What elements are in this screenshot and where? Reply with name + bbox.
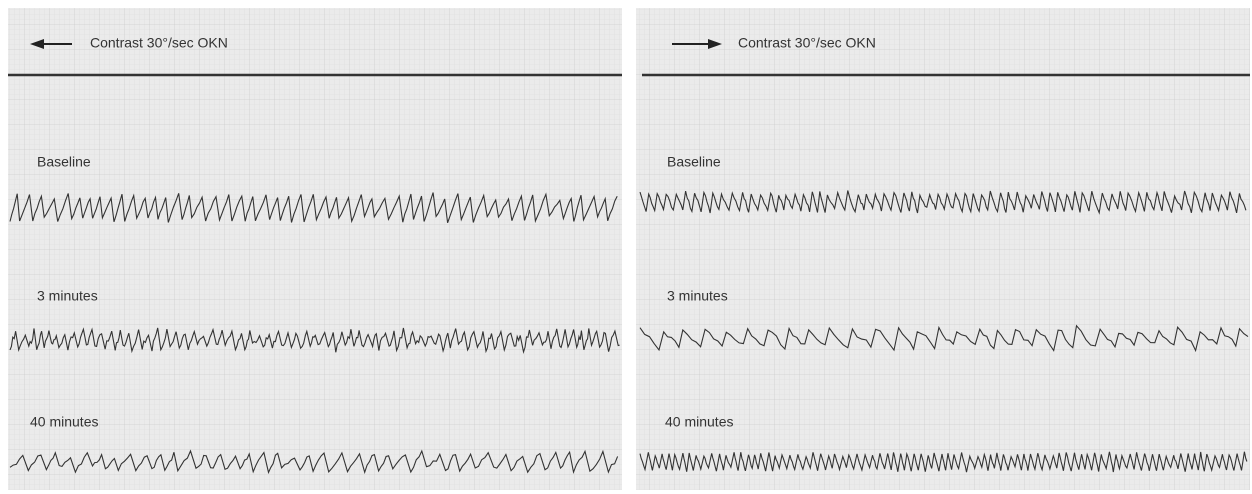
trace-label: Baseline — [37, 154, 91, 170]
panel-header: Contrast 30°/sec OKN — [738, 35, 876, 51]
figure: Contrast 30°/sec OKN Baseline 3 minutes … — [0, 0, 1252, 494]
page: {"panels": [ {"header": "Contrast 30°/se… — [0, 0, 1252, 494]
trace-label: 3 minutes — [667, 288, 728, 304]
panel-header: Contrast 30°/sec OKN — [90, 35, 228, 51]
panel-left: Contrast 30°/sec OKN Baseline 3 minutes … — [8, 8, 622, 490]
panel-right: Contrast 30°/sec OKN Baseline 3 minutes … — [636, 8, 1250, 490]
trace-label: 40 minutes — [30, 414, 98, 430]
trace-label: 40 minutes — [665, 414, 733, 430]
trace-label: 3 minutes — [37, 288, 98, 304]
trace-label: Baseline — [667, 154, 721, 170]
panel-background — [8, 8, 622, 490]
